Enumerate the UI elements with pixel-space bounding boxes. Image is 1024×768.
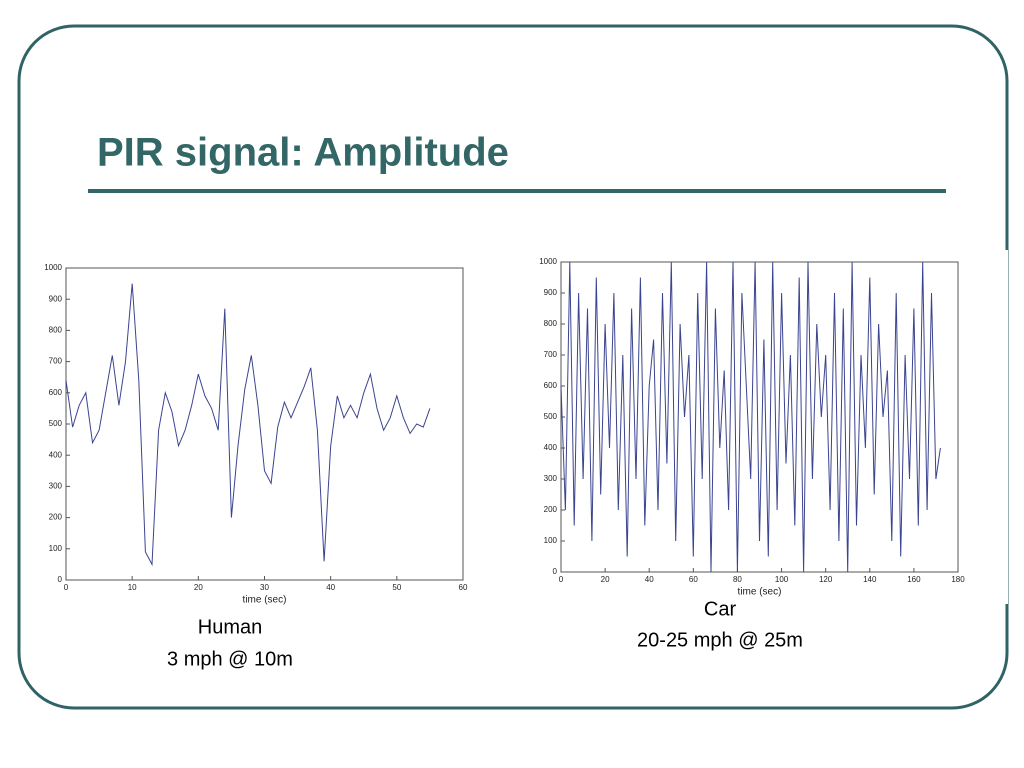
x-tick-label: 60 [459,583,468,592]
x-tick-label: 10 [128,583,137,592]
x-tick-label: 20 [194,583,203,592]
x-tick-label: 50 [392,583,401,592]
y-tick-label: 900 [49,294,63,303]
y-tick-label: 300 [49,482,63,491]
y-tick-label: 400 [544,443,558,452]
y-tick-label: 600 [49,388,63,397]
x-tick-label: 40 [326,583,335,592]
slide-title: PIR signal: Amplitude [97,131,509,175]
y-tick-label: 1000 [539,257,557,266]
x-tick-label: 0 [64,583,69,592]
signal-line [560,261,941,573]
caption: 20-25 mph @ 25m [637,629,803,651]
y-tick-label: 1000 [44,263,62,272]
x-tick-label: 0 [559,575,564,584]
y-tick-label: 800 [49,326,63,335]
y-tick-label: 700 [544,350,558,359]
x-tick-label: 120 [819,575,833,584]
y-tick-label: 900 [544,288,558,297]
y-tick-label: 100 [544,536,558,545]
x-tick-label: 40 [645,575,654,584]
x-axis-label: time (sec) [243,595,287,606]
caption: 3 mph @ 10m [167,648,293,670]
y-tick-label: 400 [49,450,63,459]
y-tick-label: 0 [553,567,558,576]
y-tick-label: 800 [544,319,558,328]
plot-background [530,250,1008,604]
x-tick-label: 80 [733,575,742,584]
y-tick-label: 100 [49,544,63,553]
x-tick-label: 30 [260,583,269,592]
plot-background [38,258,474,616]
y-tick-label: 600 [544,381,558,390]
signal-line [65,283,431,567]
y-tick-label: 300 [544,474,558,483]
y-tick-label: 700 [49,357,63,366]
x-axis-label: time (sec) [738,587,782,598]
x-tick-label: 180 [951,575,965,584]
x-tick-label: 140 [863,575,877,584]
y-tick-label: 500 [544,412,558,421]
caption: Car [704,598,737,620]
x-tick-label: 100 [775,575,789,584]
caption: Human [198,616,262,638]
y-tick-label: 0 [58,575,63,584]
y-tick-label: 200 [544,505,558,514]
x-tick-label: 60 [689,575,698,584]
x-tick-label: 20 [601,575,610,584]
y-tick-label: 500 [49,419,63,428]
y-tick-label: 200 [49,513,63,522]
x-tick-label: 160 [907,575,921,584]
